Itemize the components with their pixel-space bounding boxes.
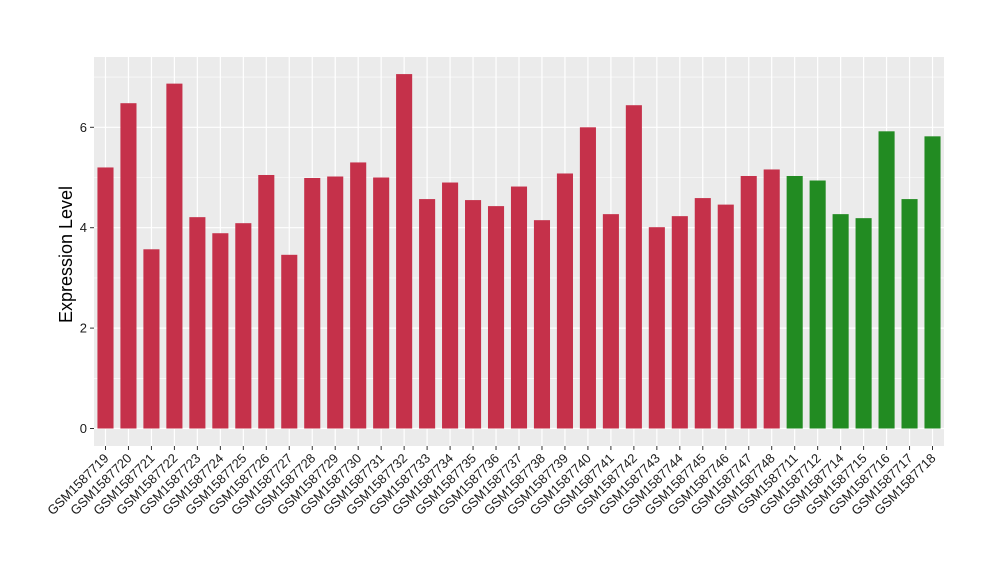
bar-GSM1587717 [901, 199, 918, 429]
bar-GSM1587738 [533, 220, 551, 429]
bar-GSM1587726 [258, 174, 275, 429]
bar-GSM1587723 [189, 217, 206, 429]
bar-GSM1587724 [212, 233, 229, 429]
bar-GSM1587729 [327, 176, 344, 429]
y-tick-label: 0 [80, 421, 87, 436]
bar-GSM1587711 [786, 175, 803, 429]
bar-GSM1587746 [717, 204, 734, 429]
bar-GSM1587735 [465, 200, 482, 429]
bar-GSM1587732 [396, 74, 413, 429]
bar-GSM1587733 [419, 199, 436, 429]
y-axis-title: Expression Level [56, 186, 76, 323]
bar-GSM1587715 [855, 218, 872, 429]
bar-GSM1587747 [740, 175, 757, 429]
bar-GSM1587742 [625, 105, 642, 429]
bar-GSM1587744 [671, 216, 688, 429]
bar-GSM1587734 [442, 182, 459, 429]
bar-GSM1587739 [556, 173, 573, 429]
bar-GSM1587721 [143, 249, 160, 429]
bars [97, 74, 941, 429]
bar-GSM1587743 [648, 227, 665, 429]
bar-GSM1587727 [281, 254, 298, 429]
y-tick-label: 6 [80, 120, 87, 135]
bar-GSM1587712 [809, 180, 826, 429]
bar-GSM1587740 [579, 127, 596, 429]
bar-GSM1587741 [602, 214, 619, 429]
y-axis: 0 2 4 6 [80, 120, 94, 436]
x-axis: GSM1587719GSM1587720GSM1587721GSM1587722… [44, 446, 939, 518]
y-tick-label: 4 [80, 220, 87, 235]
bar-GSM1587714 [832, 214, 849, 429]
bar-GSM1587730 [350, 162, 367, 429]
bar-GSM1587722 [166, 83, 183, 429]
bar-GSM1587716 [878, 131, 895, 429]
bar-GSM1587737 [510, 186, 528, 429]
bar-GSM1587731 [373, 177, 390, 429]
bar-GSM1587719 [97, 167, 114, 429]
bar-GSM1587720 [120, 103, 137, 429]
bar-GSM1587718 [924, 136, 941, 429]
bar-GSM1587728 [304, 178, 321, 429]
y-tick-label: 2 [80, 321, 87, 336]
bar-GSM1587736 [487, 206, 505, 429]
bar-GSM1587748 [763, 169, 780, 429]
bar-GSM1587725 [235, 223, 252, 429]
bar-GSM1587745 [694, 198, 711, 429]
